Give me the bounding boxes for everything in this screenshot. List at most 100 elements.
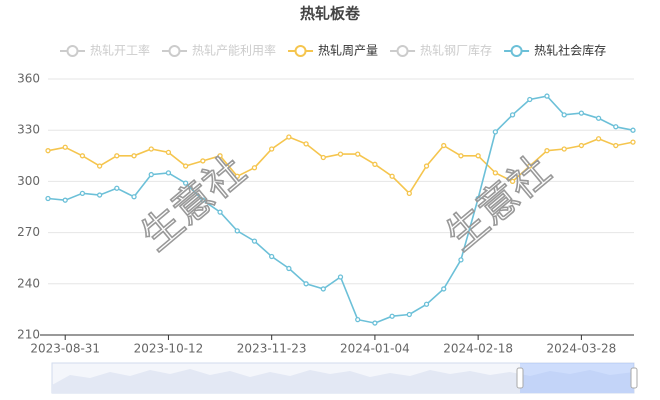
- data-zoom[interactable]: [51, 362, 638, 394]
- point: [544, 148, 550, 154]
- point: [337, 151, 344, 157]
- watermark: 生意社: [437, 146, 560, 260]
- legend-item[interactable]: 热轧开工率: [60, 43, 150, 58]
- legend-marker: [66, 45, 79, 57]
- x-tick-label: 2023-10-12: [134, 342, 204, 356]
- legend-label: 热轧周产量: [318, 44, 378, 58]
- point: [217, 153, 223, 159]
- point: [441, 286, 447, 292]
- point: [544, 93, 550, 99]
- point: [441, 142, 447, 149]
- point: [182, 163, 189, 169]
- point: [406, 190, 412, 196]
- zoom-handle[interactable]: [630, 367, 638, 389]
- point: [613, 142, 619, 149]
- legend-item[interactable]: 热轧社会库存: [504, 43, 606, 58]
- point: [389, 173, 395, 179]
- point: [217, 209, 223, 215]
- point: [79, 190, 86, 196]
- point: [423, 301, 430, 307]
- point: [96, 192, 103, 198]
- point: [475, 195, 481, 202]
- y-tick-label: 210: [17, 328, 40, 342]
- watermark-text: 生意社: [438, 147, 559, 259]
- legend-label: 热轧产能利用率: [192, 43, 276, 58]
- legend-label: 热轧开工率: [90, 43, 150, 58]
- point: [286, 265, 292, 272]
- point: [79, 153, 86, 159]
- point: [114, 153, 120, 159]
- point: [509, 112, 516, 118]
- point: [269, 146, 275, 152]
- point: [406, 311, 412, 318]
- point: [372, 161, 378, 167]
- x-tick-label: 2023-11-23: [237, 342, 307, 356]
- point: [131, 194, 137, 200]
- point: [45, 195, 51, 202]
- point: [372, 320, 378, 326]
- legend-item[interactable]: 热轧周产量: [288, 44, 378, 58]
- legend-label: 热轧社会库存: [534, 43, 606, 58]
- point: [355, 316, 361, 323]
- y-tick-label: 240: [17, 276, 40, 290]
- point: [234, 173, 240, 179]
- legend-item[interactable]: 热轧钢厂库存: [390, 43, 492, 58]
- point: [114, 185, 120, 191]
- point: [355, 151, 361, 157]
- point: [458, 153, 464, 159]
- point: [613, 124, 619, 130]
- point: [200, 197, 206, 203]
- zoom-window[interactable]: [520, 363, 634, 393]
- point: [45, 148, 51, 154]
- x-tick-label: 2024-02-18: [443, 342, 513, 356]
- point: [595, 136, 602, 142]
- y-tick-label: 300: [17, 174, 40, 188]
- point: [492, 170, 499, 176]
- point: [320, 154, 326, 161]
- point: [492, 129, 499, 135]
- point: [182, 180, 189, 186]
- point: [475, 153, 481, 159]
- chart-title: 热轧板卷: [300, 5, 361, 23]
- y-tick-label: 270: [17, 225, 40, 239]
- point: [286, 134, 292, 140]
- y-tick-label: 360: [17, 72, 40, 86]
- x-tick-label: 2024-01-04: [340, 342, 410, 356]
- point: [458, 257, 464, 263]
- point: [62, 144, 68, 150]
- point: [148, 146, 154, 152]
- point: [561, 146, 567, 152]
- y-tick-label: 330: [17, 123, 40, 137]
- point: [527, 96, 533, 103]
- point: [337, 274, 344, 280]
- legend-marker: [510, 45, 523, 57]
- legend-item[interactable]: 热轧产能利用率: [162, 43, 276, 58]
- point: [578, 142, 585, 149]
- point: [200, 158, 206, 164]
- point: [148, 171, 154, 178]
- point: [303, 141, 309, 147]
- point: [630, 127, 636, 133]
- point: [251, 165, 258, 171]
- point: [131, 153, 137, 159]
- point: [527, 163, 533, 169]
- point: [251, 238, 258, 244]
- point: [423, 163, 430, 169]
- legend-marker: [396, 45, 409, 57]
- x-tick-label: 2024-03-28: [547, 342, 617, 356]
- legend-label: 热轧钢厂库存: [420, 43, 492, 58]
- point: [165, 149, 172, 156]
- point: [320, 286, 326, 292]
- point: [630, 139, 636, 145]
- x-tick-label: 2023-08-31: [30, 342, 100, 356]
- point: [165, 170, 172, 176]
- zoom-handle[interactable]: [516, 367, 524, 389]
- point: [269, 253, 275, 260]
- point: [578, 110, 585, 116]
- point: [561, 112, 567, 118]
- plot: 210 240 270 300 330 360 2023-08-31 2023-10-12 20…: [17, 72, 636, 356]
- point: [62, 197, 68, 203]
- point: [234, 228, 240, 234]
- point: [303, 281, 309, 287]
